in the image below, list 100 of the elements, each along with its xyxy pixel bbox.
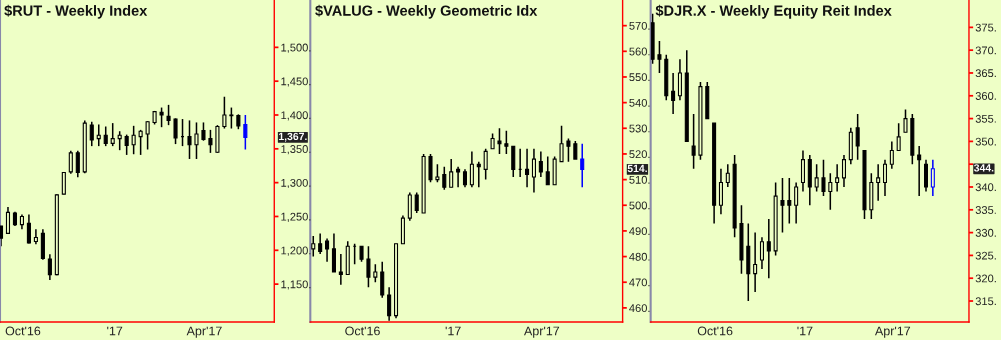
y-tick-label: 1,400. xyxy=(281,111,311,121)
y-tick-label: 360. xyxy=(975,92,996,100)
y-tick-label: 480. xyxy=(629,252,650,261)
chart-title: $VALUG - Weekly Geometric Idx xyxy=(315,4,538,19)
candlestick xyxy=(428,153,433,183)
candlestick xyxy=(525,148,530,189)
candlestick xyxy=(222,95,227,130)
candlestick xyxy=(657,40,662,74)
y-tick-label: 560. xyxy=(629,47,650,56)
chart-title: $RUT - Weekly Index xyxy=(4,4,148,19)
candlestick xyxy=(103,125,108,147)
candlestick xyxy=(194,121,199,160)
x-tick-label: '17 xyxy=(107,326,123,336)
y-tick-label: 1,500. xyxy=(281,43,311,53)
candlestick xyxy=(366,245,371,289)
candlestick xyxy=(828,172,833,211)
candlestick xyxy=(469,150,474,189)
candlestick xyxy=(923,158,929,193)
candlestick xyxy=(166,104,171,126)
candlestick xyxy=(131,125,136,156)
y-tick-label: 1,350. xyxy=(281,145,311,155)
y-tick-label: 350. xyxy=(975,137,996,146)
candlestick xyxy=(187,119,192,160)
candlestick xyxy=(671,72,676,115)
y-tick-label: 315. xyxy=(975,297,996,306)
y-tick-label: 520. xyxy=(629,150,650,159)
candlestick xyxy=(889,140,894,170)
y-tick-label: 1,450. xyxy=(281,77,311,87)
candlestick xyxy=(483,148,488,181)
y-tick-label: 365. xyxy=(975,69,996,78)
y-tick-label: 355. xyxy=(975,114,996,123)
candlestick xyxy=(504,130,509,155)
candlestick xyxy=(325,237,330,263)
candlestick xyxy=(26,213,31,245)
candlestick xyxy=(89,120,94,147)
candlestick xyxy=(855,113,860,161)
x-tick-label: Apr'17 xyxy=(874,326,911,338)
candlestick xyxy=(338,253,343,286)
candlestick xyxy=(145,120,150,151)
candlestick xyxy=(243,114,248,151)
y-tick-label: 320. xyxy=(975,274,996,283)
candlestick xyxy=(691,113,696,170)
candlestick xyxy=(173,117,178,145)
candlestick xyxy=(407,191,412,222)
x-tick-label: '17 xyxy=(797,326,813,336)
text: 1,367. xyxy=(279,132,307,142)
candlestick xyxy=(841,154,847,188)
candlestick xyxy=(917,145,922,197)
candlestick xyxy=(896,122,901,152)
candlestick xyxy=(814,163,819,193)
y-tick-label: 1,200. xyxy=(281,246,311,256)
x-tick-label: Oct'16 xyxy=(345,326,380,336)
y-tick-label: 550. xyxy=(629,73,650,82)
candlestick xyxy=(800,149,805,193)
candlestick xyxy=(545,155,550,186)
candlestick xyxy=(331,232,336,273)
candlestick xyxy=(75,150,80,179)
candlestick xyxy=(835,163,840,193)
text: 514. xyxy=(627,164,647,173)
x-tick-label: Oct'16 xyxy=(697,326,733,336)
y-tick-label: 340. xyxy=(975,183,996,192)
candlestick xyxy=(208,129,213,154)
candlestick xyxy=(677,58,682,102)
y-tick-label: 490. xyxy=(629,227,650,236)
candlestick xyxy=(794,181,799,225)
y-tick-label: 530. xyxy=(629,124,650,133)
candlestick xyxy=(442,166,447,191)
candlestick xyxy=(882,158,888,197)
candlestick xyxy=(531,148,536,194)
candlestick xyxy=(456,166,461,189)
y-tick-label: 500. xyxy=(629,201,650,210)
y-tick-label: 470. xyxy=(629,278,650,287)
candlestick xyxy=(759,236,764,270)
candlestick xyxy=(0,225,4,248)
candlestick xyxy=(318,232,323,255)
candlestick xyxy=(68,150,73,175)
candlestick xyxy=(580,142,585,189)
candlestick xyxy=(110,122,115,147)
candlestick xyxy=(559,124,564,163)
candlestick xyxy=(117,130,122,151)
candlestick xyxy=(780,177,785,234)
y-tick-label: 1,250. xyxy=(281,212,311,222)
candlestick xyxy=(201,121,206,142)
text: 344. xyxy=(973,164,994,172)
candlestick xyxy=(124,133,129,156)
chart-title: $DJR.X - Weekly Equity Reit Index xyxy=(655,4,892,19)
candlestick xyxy=(229,106,234,130)
candlestick xyxy=(497,127,502,155)
candlestick xyxy=(718,167,723,216)
y-tick-label: 540. xyxy=(629,98,650,107)
y-tick-label: 460. xyxy=(629,304,650,313)
candlestick xyxy=(138,129,143,156)
candlestick xyxy=(414,191,419,214)
y-tick-label: 325. xyxy=(975,251,996,260)
candlestick xyxy=(61,171,66,195)
candlestick xyxy=(725,163,730,188)
candlestick xyxy=(538,150,543,178)
candlestick xyxy=(821,158,826,197)
y-tick-label: 570. xyxy=(629,21,650,30)
candlestick xyxy=(387,286,392,322)
